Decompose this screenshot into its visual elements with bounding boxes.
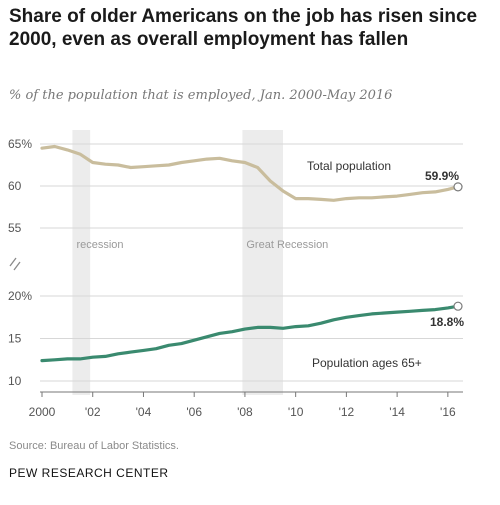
recession-band-1	[242, 130, 283, 395]
x-tick-label-0: 2000	[29, 405, 56, 419]
end-value-label-1: 18.8%	[430, 315, 464, 329]
series-name-label-1: Population ages 65+	[312, 356, 422, 370]
x-tick-label-5: '10	[288, 405, 304, 419]
end-value-label-0: 59.9%	[425, 169, 459, 183]
recession-label-1: Great Recession	[246, 239, 328, 251]
y-tick-label-1-1: 15	[8, 332, 22, 346]
recession-label-0: recession	[76, 239, 123, 251]
end-marker-1	[453, 301, 463, 311]
chart-subtitle: % of the population that is employed, Ja…	[9, 88, 393, 103]
x-tick-label-6: '12	[339, 405, 355, 419]
recession-band-0	[72, 130, 91, 395]
y-tick-label-1-2: 10	[8, 374, 22, 388]
x-tick-label-1: '02	[85, 405, 101, 419]
x-tick-label-4: '08	[237, 405, 253, 419]
end-marker-0	[453, 182, 463, 192]
pew-logo: PEW RESEARCH CENTER	[9, 466, 169, 480]
x-tick-label-7: '14	[389, 405, 405, 419]
y-tick-label-0-2: 55	[8, 221, 22, 235]
axis-break-icon	[9, 257, 21, 271]
series-line-1	[40, 304, 460, 363]
x-tick-label-8: '16	[440, 405, 456, 419]
line-chart: recession Great Recession 65% 60 55 59.9% Tota…	[8, 130, 464, 419]
y-tick-label-1-0: 20%	[8, 289, 32, 303]
series-name-label-0: Total population	[307, 159, 391, 173]
source-note: Source: Bureau of Labor Statistics.	[9, 440, 179, 452]
y-tick-label-0-0: 65%	[8, 137, 32, 151]
y-tick-label-0-1: 60	[8, 179, 22, 193]
x-tick-label-2: '04	[136, 405, 152, 419]
chart-title: Share of older Americans on the job has …	[9, 6, 478, 50]
series-line-0	[40, 144, 460, 202]
x-tick-label-3: '06	[186, 405, 202, 419]
